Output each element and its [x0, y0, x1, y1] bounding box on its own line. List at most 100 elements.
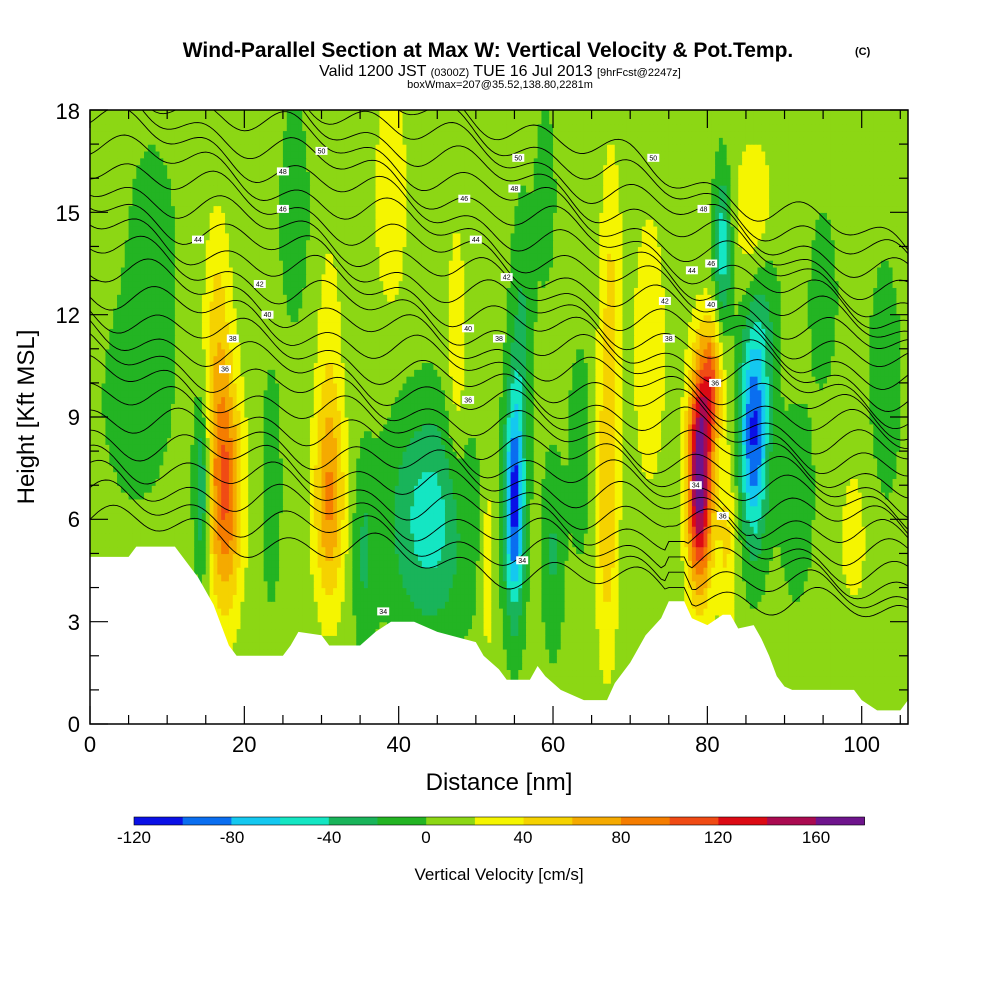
velocity-cell [286, 587, 292, 595]
velocity-cell [807, 580, 813, 589]
velocity-cell [688, 594, 693, 602]
velocity-cell [765, 635, 770, 643]
velocity-cell [549, 580, 554, 589]
velocity-cell [761, 580, 766, 589]
velocity-cell [900, 676, 905, 684]
velocity-cell [892, 567, 898, 575]
velocity-cell [417, 567, 423, 575]
velocity-cell [834, 669, 840, 677]
velocity-cell [321, 608, 326, 616]
velocity-cell [896, 621, 901, 630]
velocity-cell [807, 628, 813, 636]
velocity-cell [904, 608, 908, 616]
velocity-cell [838, 669, 844, 677]
velocity-cell [637, 608, 643, 616]
velocity-cell [394, 560, 400, 568]
velocity-cell [792, 573, 797, 582]
velocity-cell [799, 573, 805, 582]
velocity-cell [888, 580, 894, 589]
velocity-cell [329, 567, 334, 575]
velocity-cell [749, 614, 755, 623]
velocity-cell [549, 655, 554, 664]
velocity-cell [410, 601, 415, 609]
velocity-cell [526, 567, 531, 575]
velocity-cell [514, 594, 519, 602]
velocity-cell [865, 689, 871, 698]
velocity-cell [788, 669, 793, 677]
velocity-cell [745, 587, 751, 595]
velocity-cell [549, 648, 554, 657]
velocity-cell [745, 614, 751, 623]
velocity-cell [896, 662, 901, 671]
velocity-cell [815, 614, 820, 623]
velocity-cell [529, 655, 535, 664]
velocity-cell [198, 567, 203, 575]
velocity-cell [529, 621, 535, 630]
velocity-cell [749, 573, 755, 582]
velocity-cell [730, 573, 735, 582]
velocity-cell [398, 587, 404, 595]
velocity-cell [282, 621, 288, 630]
velocity-cell [483, 573, 489, 582]
velocity-cell [610, 601, 616, 609]
velocity-cell [780, 635, 786, 643]
velocity-cell [340, 608, 346, 616]
velocity-cell [367, 628, 373, 636]
velocity-cell [336, 587, 342, 595]
velocity-cell [529, 614, 535, 623]
velocity-cell [691, 601, 697, 609]
velocity-cell [580, 567, 585, 575]
velocity-cell [819, 587, 824, 595]
velocity-cell [680, 567, 685, 575]
velocity-cell [618, 648, 624, 657]
velocity-cell [769, 594, 774, 602]
velocity-cell [317, 601, 323, 609]
velocity-cell [325, 560, 330, 568]
velocity-cell [819, 635, 824, 643]
velocity-cell [892, 587, 898, 595]
velocity-cell [294, 594, 299, 602]
velocity-cell [618, 628, 624, 636]
velocity-cell [294, 567, 299, 575]
velocity-cell [259, 560, 265, 568]
velocity-cell [437, 580, 442, 589]
velocity-cell [607, 683, 612, 691]
velocity-cell [618, 608, 624, 616]
velocity-cell [765, 573, 770, 582]
velocity-cell [232, 601, 238, 609]
velocity-cell [819, 655, 824, 664]
velocity-cell [522, 642, 527, 650]
velocity-cell [537, 635, 543, 643]
velocity-cell [244, 601, 249, 609]
velocity-cell [228, 560, 234, 568]
velocity-cell [846, 601, 851, 609]
velocity-cell [336, 573, 342, 582]
velocity-cell [340, 573, 346, 582]
velocity-cell [306, 614, 311, 623]
velocity-cell [533, 573, 539, 582]
velocity-cell [576, 689, 581, 698]
velocity-cell [306, 573, 311, 582]
velocity-cell [838, 587, 844, 595]
velocity-cell [576, 662, 581, 671]
velocity-cell [448, 594, 454, 602]
velocity-cell [255, 621, 261, 630]
velocity-cell [850, 655, 855, 664]
velocity-cell [282, 587, 288, 595]
velocity-cell [819, 573, 824, 582]
velocity-cell [263, 601, 269, 609]
velocity-cell [228, 573, 234, 582]
velocity-cell [471, 628, 477, 636]
velocity-cell [850, 567, 855, 575]
velocity-cell [711, 608, 716, 616]
velocity-cell [526, 601, 531, 609]
velocity-cell [510, 655, 516, 664]
velocity-cell [861, 614, 867, 623]
velocity-cell [861, 635, 867, 643]
velocity-cell [622, 580, 627, 589]
velocity-cell [703, 614, 708, 623]
velocity-cell [753, 573, 759, 582]
velocity-cell [807, 601, 813, 609]
velocity-cell [549, 614, 554, 623]
velocity-cell [877, 614, 882, 623]
